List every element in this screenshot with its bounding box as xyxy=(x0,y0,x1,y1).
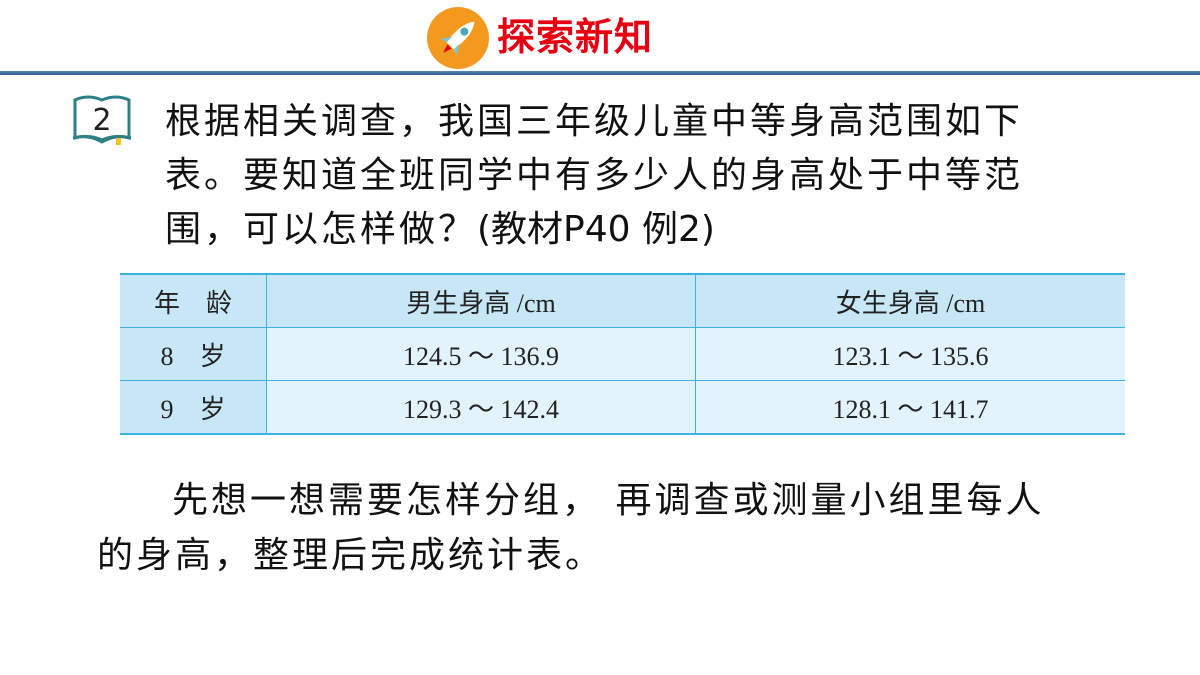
height-range-table: 年 龄 男生身高 /cm 女生身高 /cm 8 岁 124.5 ～ 136.9 … xyxy=(120,273,1125,435)
table-row: 8 岁 124.5 ～ 136.9 123.1 ～ 135.6 xyxy=(120,327,1125,381)
cell-boys: 124.5 ～ 136.9 xyxy=(266,327,696,381)
svg-text:2: 2 xyxy=(92,103,111,138)
problem-number-badge: 2 xyxy=(72,94,132,150)
cell-girls: 123.1 ～ 135.6 xyxy=(695,327,1125,381)
cell-girls: 128.1 ～ 141.7 xyxy=(695,380,1125,434)
header-boys-height: 男生身高 /cm xyxy=(266,273,696,328)
header-divider xyxy=(0,71,1200,75)
hint-text: 先想一想需要怎样分组， 再调查或测量小组里每人的身高，整理后完成统计表。 xyxy=(97,480,1045,576)
problem-text: 根据相关调查，我国三年级儿童中等身高范围如下表。要知道全班同学中有多少人的身高处… xyxy=(165,95,1095,257)
cell-age: 8 岁 xyxy=(120,327,267,381)
table-header-row: 年 龄 男生身高 /cm 女生身高 /cm xyxy=(120,273,1125,328)
textbook-reference: (教材P40 例2) xyxy=(477,209,715,250)
cell-boys: 129.3 ～ 142.4 xyxy=(266,380,696,434)
problem-question: 根据相关调查，我国三年级儿童中等身高范围如下表。要知道全班同学中有多少人的身高处… xyxy=(165,101,1024,250)
rocket-icon xyxy=(427,7,489,69)
header-girls-height: 女生身高 /cm xyxy=(695,273,1125,328)
header-age: 年 龄 xyxy=(120,273,267,328)
section-title: 探索新知 xyxy=(497,15,654,59)
table-row: 9 岁 129.3 ～ 142.4 128.1 ～ 141.7 xyxy=(120,380,1125,434)
cell-age: 9 岁 xyxy=(120,380,267,434)
